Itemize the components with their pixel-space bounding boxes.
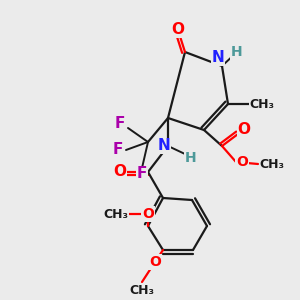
Text: O: O — [238, 122, 250, 137]
Text: O: O — [113, 164, 127, 179]
Text: CH₃: CH₃ — [260, 158, 284, 170]
Text: O: O — [236, 155, 248, 169]
Text: CH₃: CH₃ — [103, 208, 128, 220]
Text: H: H — [231, 45, 243, 59]
Text: F: F — [115, 116, 125, 131]
Text: O: O — [149, 255, 161, 269]
Text: H: H — [185, 151, 197, 165]
Text: F: F — [137, 167, 147, 182]
Text: CH₃: CH₃ — [130, 284, 154, 296]
Text: N: N — [212, 50, 224, 65]
Text: F: F — [113, 142, 123, 158]
Text: O: O — [172, 22, 184, 38]
Text: O: O — [142, 207, 154, 221]
Text: N: N — [158, 139, 170, 154]
Text: CH₃: CH₃ — [250, 98, 274, 110]
